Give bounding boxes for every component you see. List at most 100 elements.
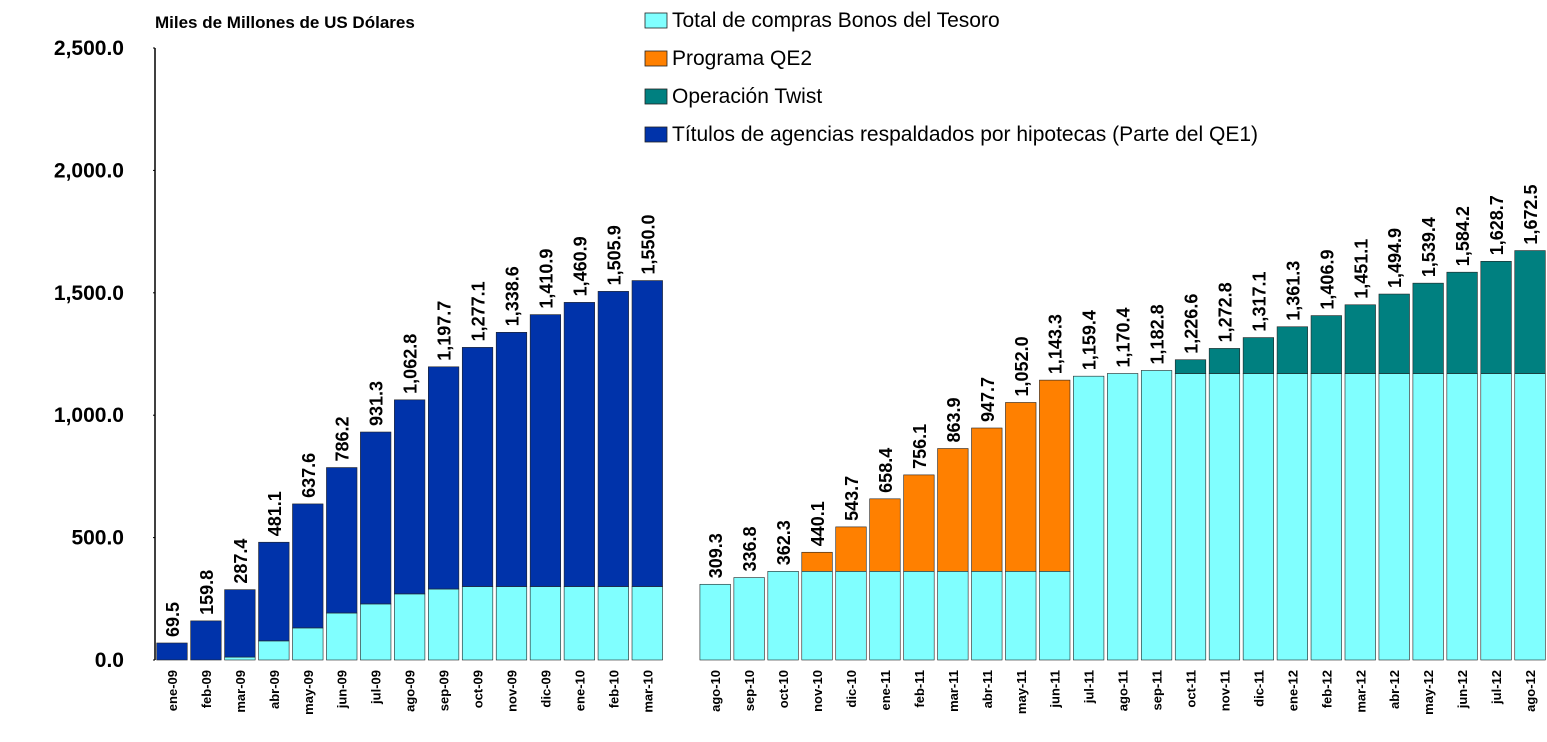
bar-segment [563,302,595,587]
x-tick-label: nov-09 [504,670,519,712]
value-label: 1,494.9 [1385,228,1405,288]
bar-segment [1276,373,1308,661]
value-label: 947.7 [978,377,998,422]
x-tick-label: ago-12 [1523,670,1538,712]
y-tick-label: 0.0 [95,649,124,672]
x-tick-label: jul-11 [1082,670,1097,704]
value-label: 786.2 [333,416,353,461]
bar-segment [835,526,867,572]
bar-segment [937,448,969,572]
legend-swatch [644,12,668,29]
x-tick-label: ene-09 [165,670,180,711]
x-tick-label: dic-11 [1251,670,1266,707]
value-label: 1,197.7 [435,301,455,361]
bar-segment [1039,379,1071,572]
bar-segment [903,571,935,661]
x-tick-label: ene-11 [878,670,893,710]
bar-segment [1446,373,1478,661]
x-tick-label: abr-11 [980,670,995,708]
x-tick-label: jun-12 [1455,670,1470,709]
bar-segment [1480,260,1512,374]
value-label: 1,062.8 [401,334,421,394]
bar-segment [258,640,290,661]
value-label: 1,672.5 [1521,185,1541,245]
bar-segment [326,612,358,661]
bar-segment [801,551,833,572]
value-label: 336.8 [740,527,760,572]
bar-segment [529,314,562,587]
bar-segment [1514,250,1546,374]
x-tick-label: sep-09 [437,670,452,711]
bar-segment [1107,373,1139,661]
value-label: 1,052.0 [1012,336,1032,396]
value-label: 1,226.6 [1182,294,1202,354]
x-tick-label: may-12 [1421,670,1436,715]
value-label: 1,584.2 [1453,206,1473,266]
bar-segment [360,603,392,661]
bar-segment [1480,373,1512,661]
bar-segment [733,577,765,661]
legend-label: Programa QE2 [672,47,812,70]
bar-segment [835,571,867,661]
bar-segment [937,571,969,661]
bar-segment [1412,373,1444,661]
value-label: 1,170.4 [1114,307,1134,367]
bar-segment [971,571,1003,661]
bar-segment [1344,373,1376,661]
x-tick-label: mar-10 [640,670,655,713]
x-tick-label: oct-10 [776,670,791,708]
value-label: 1,361.3 [1283,261,1303,321]
bar-segment [1242,373,1274,661]
x-tick-label: feb-11 [912,670,927,708]
x-tick-label: sep-10 [742,670,757,711]
value-label: 1,505.9 [604,225,624,285]
x-tick-label: jul-09 [369,670,384,705]
bar-segment [326,467,358,614]
bar-segment [360,431,392,605]
bar-segment [1039,571,1071,661]
legend-label: Títulos de agencias respaldados por hipo… [672,123,1258,146]
y-tick-label: 2,500.0 [54,37,124,60]
bar-segment [1276,326,1308,374]
value-label: 1,277.1 [469,281,489,341]
bar-segment [1174,373,1207,661]
bar-segment [495,586,528,661]
value-label: 1,628.7 [1487,195,1507,255]
bar-segment [1174,359,1207,374]
bar-segment [767,571,799,661]
x-tick-label: ago-10 [708,670,723,712]
value-label: 1,460.9 [570,236,590,296]
value-label: 1,451.1 [1351,239,1371,299]
bar-segment [631,280,663,587]
x-tick-label: oct-11 [1184,670,1199,708]
legend-label: Operación Twist [672,85,822,108]
x-tick-label: ene-10 [572,670,587,711]
x-tick-label: feb-10 [606,670,621,708]
value-label: 1,317.1 [1249,272,1269,332]
x-tick-label: dic-09 [538,670,553,708]
value-label: 1,539.4 [1419,217,1439,277]
bar-segment [1310,373,1342,661]
bar-segment [156,642,188,661]
value-label: 159.8 [197,570,217,615]
x-tick-label: ago-11 [1116,670,1131,711]
value-label: 69.5 [163,602,183,637]
value-label: 863.9 [944,397,964,442]
bar-segment [394,593,426,661]
x-tick-label: feb-12 [1319,670,1334,708]
bar-segment [1140,370,1173,661]
bar-segment [869,571,901,661]
bar-segment [224,589,256,658]
value-label: 1,159.4 [1080,310,1100,370]
x-tick-label: oct-09 [471,670,486,708]
x-tick-label: nov-10 [810,670,825,712]
bar-segment [1412,282,1444,374]
bar-segment [801,571,833,661]
bar-segment [631,586,663,661]
legend-swatch [644,126,668,143]
y-tick-label: 500.0 [71,527,124,550]
x-tick-label: mar-09 [233,670,248,713]
legend-swatch [644,50,668,67]
bar-segment [1310,315,1342,374]
